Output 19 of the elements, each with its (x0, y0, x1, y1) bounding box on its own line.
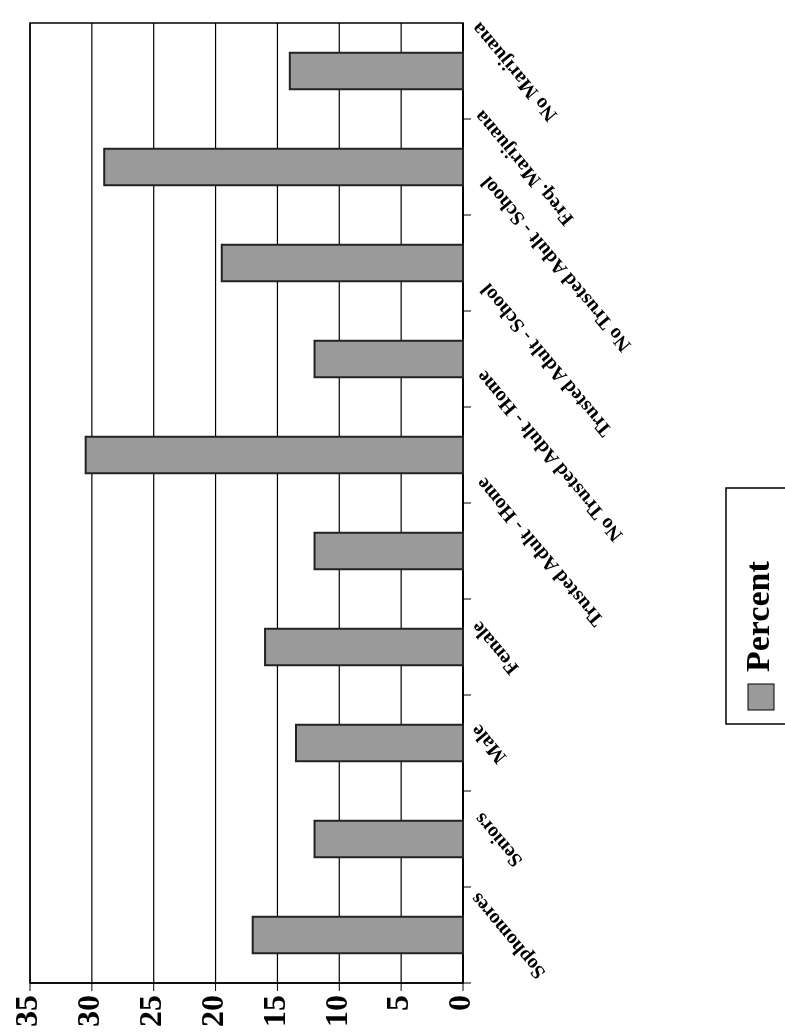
bar (103, 147, 464, 187)
bar (313, 819, 464, 859)
x-tick-label: 20 (193, 995, 230, 1027)
x-tick-label: 0 (441, 995, 478, 1011)
text: Percent (738, 560, 776, 672)
x-tick-label: 15 (255, 995, 292, 1027)
bar (288, 51, 464, 91)
x-tick-label: 35 (8, 995, 45, 1027)
x-tick-label: 10 (317, 995, 354, 1027)
bar (294, 723, 464, 763)
bar (313, 339, 464, 379)
bar (313, 531, 464, 571)
bar (220, 243, 464, 283)
x-tick-label: 25 (132, 995, 169, 1027)
x-tick-label: 30 (70, 995, 107, 1027)
bar (264, 627, 464, 667)
bar (251, 915, 464, 955)
bar (84, 435, 464, 475)
x-tick-label: 5 (379, 995, 416, 1011)
